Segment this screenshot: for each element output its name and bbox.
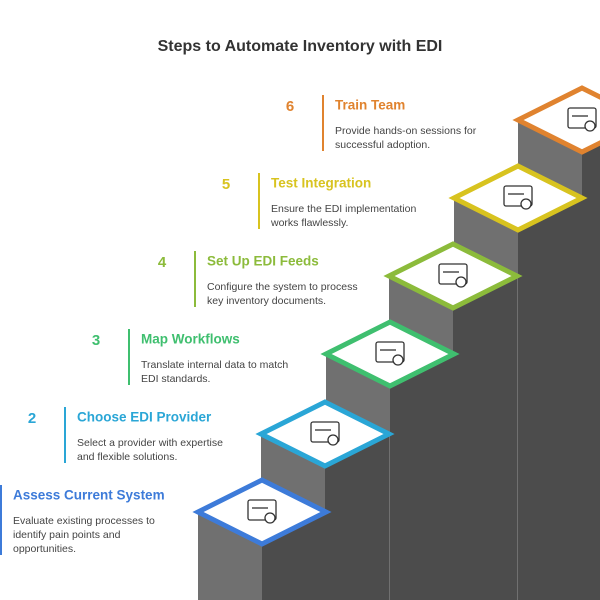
icon-circle <box>520 198 532 210</box>
accent-bar <box>258 173 260 229</box>
step-description: opportunities. <box>13 543 76 555</box>
stair-right-face <box>453 276 517 600</box>
step-title: Train Team <box>335 98 405 113</box>
step-icon <box>247 499 277 524</box>
step-number: 2 <box>28 410 36 427</box>
stair-right-face <box>390 354 454 600</box>
step-title: Test Integration <box>271 176 371 191</box>
stair-top <box>320 319 460 389</box>
accent-bar <box>194 251 196 307</box>
icon-circle <box>392 354 404 366</box>
step-number: 4 <box>158 254 167 271</box>
step-description: Translate internal data to match <box>141 359 288 371</box>
step-description: key inventory documents. <box>207 295 326 307</box>
step-icon <box>438 263 468 288</box>
icon-frame <box>310 421 340 443</box>
icon-circle <box>264 512 276 524</box>
step-title: Map Workflows <box>141 332 240 347</box>
step-title: Choose EDI Provider <box>77 410 212 425</box>
step-icon <box>375 341 405 366</box>
step-description: Provide hands-on sessions for <box>335 125 477 137</box>
step-description: and flexible solutions. <box>77 451 177 463</box>
stair-right-face <box>582 143 600 600</box>
accent-bar <box>322 95 324 151</box>
icon-frame <box>247 499 277 521</box>
stair-step <box>192 477 332 600</box>
step-description: Ensure the EDI implementation <box>271 203 416 215</box>
step-description: works flawlessly. <box>270 217 348 229</box>
step-labels: Assess Current System Evaluate existing p… <box>0 95 477 555</box>
step-description: Select a provider with expertise <box>77 437 223 449</box>
step-icon <box>503 185 533 210</box>
icon-frame <box>567 107 597 129</box>
step-number: 6 <box>286 98 294 115</box>
stair-top <box>192 477 332 547</box>
step-description: Evaluate existing processes to <box>13 515 155 527</box>
icon-frame <box>503 185 533 207</box>
step-number: 3 <box>92 332 100 349</box>
step-icon <box>310 421 340 446</box>
accent-bar <box>64 407 66 463</box>
step-number: 5 <box>222 176 230 193</box>
page-title: Steps to Automate Inventory with EDI <box>158 38 443 55</box>
stair-top <box>512 85 600 155</box>
stair-top <box>448 163 588 233</box>
step-description: successful adoption. <box>335 139 430 151</box>
stair-right-face <box>262 512 326 600</box>
icon-circle <box>455 276 467 288</box>
step-description: EDI standards. <box>141 373 210 385</box>
step-icon <box>567 107 597 132</box>
icon-circle <box>327 434 339 446</box>
stair-right-face <box>325 434 389 600</box>
step-description: identify pain points and <box>13 529 121 541</box>
icon-frame <box>375 341 405 363</box>
stair-top <box>383 241 523 311</box>
accent-bar <box>128 329 130 385</box>
step-title: Set Up EDI Feeds <box>207 254 319 269</box>
stair-left-face <box>198 512 262 600</box>
stair-right-face <box>518 198 582 600</box>
icon-frame <box>438 263 468 285</box>
step-title: Assess Current System <box>13 488 165 503</box>
icon-circle <box>584 120 596 132</box>
stair-top <box>255 399 395 469</box>
accent-bar <box>0 485 2 555</box>
step-description: Configure the system to process <box>207 281 358 293</box>
staircase <box>192 85 600 600</box>
